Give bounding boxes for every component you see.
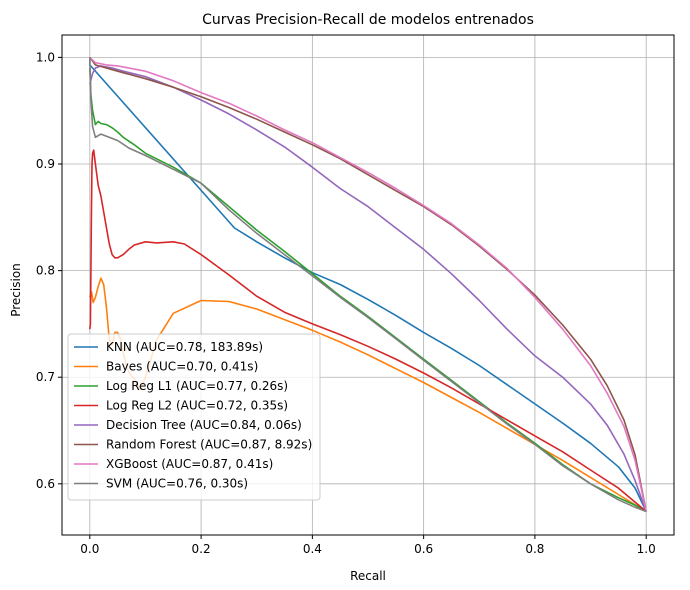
x-axis-label: Recall (350, 569, 386, 583)
legend: KNN (AUC=0.78, 183.89s) Bayes (AUC=0.70, … (67, 333, 321, 501)
y-tick-label: 0.6 (36, 477, 55, 491)
y-tick-label: 0.8 (36, 264, 55, 278)
series-line-log-reg-l2 (89, 149, 647, 513)
legend-box (67, 333, 321, 501)
series-line-decision-tree (89, 65, 647, 512)
series-line-random-forest (89, 56, 647, 512)
legend-label: KNN (AUC=0.78, 183.89s) (106, 340, 263, 354)
legend-label: Log Reg L1 (AUC=0.77, 0.26s) (106, 379, 288, 393)
plot-area-frame (61, 34, 675, 536)
x-tick-label: 0.0 (80, 542, 99, 556)
series-line-xgboost (89, 56, 647, 512)
legend-label: Bayes (AUC=0.70, 0.41s) (106, 360, 258, 374)
legend-label: Log Reg L2 (AUC=0.72, 0.35s) (106, 399, 288, 413)
y-tick-label: 0.9 (36, 157, 55, 171)
legend-label: SVM (AUC=0.76, 0.30s) (106, 477, 248, 491)
x-tick-label: 0.2 (192, 542, 211, 556)
y-tick-label: 0.7 (36, 370, 55, 384)
axis-ticks: 0.0 0.2 0.4 0.6 0.8 1.0 0.6 0.7 0.8 0.9 1.0 (36, 50, 656, 556)
x-tick-label: 1.0 (637, 542, 656, 556)
series-line-svm (89, 57, 647, 513)
x-tick-label: 0.4 (303, 542, 322, 556)
legend-label: Random Forest (AUC=0.87, 8.92s) (106, 438, 312, 452)
legend-label: XGBoost (AUC=0.87, 0.41s) (106, 457, 273, 471)
chart-title: Curvas Precision-Recall de modelos entre… (202, 12, 534, 28)
legend-label: Decision Tree (AUC=0.84, 0.06s) (106, 418, 302, 432)
x-tick-label: 0.8 (525, 542, 544, 556)
y-tick-label: 1.0 (36, 50, 55, 64)
series-line-knn (89, 57, 647, 512)
series-line-log-reg-l1 (89, 67, 647, 513)
x-tick-label: 0.6 (414, 542, 433, 556)
y-axis-label: Precision (9, 263, 23, 317)
